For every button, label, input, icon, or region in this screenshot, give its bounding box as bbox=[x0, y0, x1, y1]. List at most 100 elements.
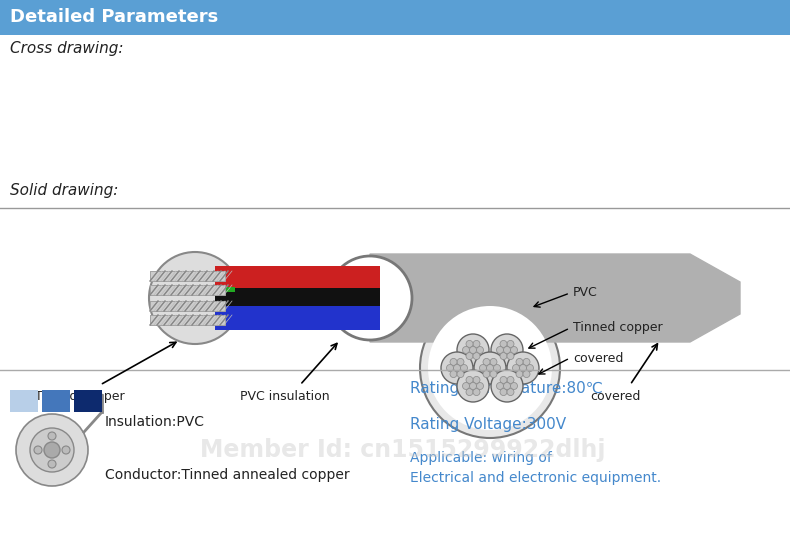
Circle shape bbox=[480, 364, 487, 371]
FancyBboxPatch shape bbox=[215, 306, 380, 330]
Circle shape bbox=[420, 298, 560, 438]
Circle shape bbox=[466, 389, 473, 395]
Circle shape bbox=[457, 370, 489, 402]
Circle shape bbox=[48, 460, 56, 468]
Circle shape bbox=[490, 370, 497, 377]
FancyBboxPatch shape bbox=[150, 301, 225, 311]
Circle shape bbox=[523, 370, 530, 377]
Text: Insulation:PVC: Insulation:PVC bbox=[105, 415, 205, 429]
Circle shape bbox=[469, 382, 476, 389]
FancyBboxPatch shape bbox=[10, 390, 38, 412]
Circle shape bbox=[44, 442, 60, 458]
Circle shape bbox=[441, 352, 473, 384]
Circle shape bbox=[16, 414, 88, 486]
Circle shape bbox=[473, 389, 480, 395]
Circle shape bbox=[520, 364, 526, 371]
Circle shape bbox=[34, 446, 42, 454]
Circle shape bbox=[516, 370, 523, 377]
Text: Tinned copper: Tinned copper bbox=[573, 321, 663, 334]
Text: PVC: PVC bbox=[573, 287, 598, 300]
Circle shape bbox=[462, 346, 469, 353]
Polygon shape bbox=[370, 254, 740, 342]
Circle shape bbox=[473, 376, 480, 383]
Text: PVC insulation: PVC insulation bbox=[240, 390, 329, 403]
Circle shape bbox=[453, 364, 461, 371]
FancyBboxPatch shape bbox=[150, 271, 225, 281]
Text: Electrical and electronic equipment.: Electrical and electronic equipment. bbox=[410, 471, 661, 485]
Circle shape bbox=[466, 340, 473, 348]
FancyBboxPatch shape bbox=[0, 0, 790, 35]
Text: Rating Temperature:80℃: Rating Temperature:80℃ bbox=[410, 381, 603, 395]
Circle shape bbox=[503, 382, 510, 389]
FancyBboxPatch shape bbox=[215, 266, 380, 290]
Text: covered: covered bbox=[573, 351, 623, 364]
Circle shape bbox=[523, 358, 530, 365]
FancyBboxPatch shape bbox=[150, 301, 225, 311]
Circle shape bbox=[450, 358, 457, 365]
Circle shape bbox=[500, 352, 507, 359]
Text: Detailed Parameters: Detailed Parameters bbox=[10, 9, 218, 27]
Circle shape bbox=[507, 376, 514, 383]
Text: Conductor:Tinned annealed copper: Conductor:Tinned annealed copper bbox=[105, 468, 350, 482]
Circle shape bbox=[510, 382, 517, 389]
Text: Tinned copper: Tinned copper bbox=[35, 390, 125, 403]
Text: Applicable: wiring of: Applicable: wiring of bbox=[410, 451, 552, 465]
Circle shape bbox=[500, 376, 507, 383]
Circle shape bbox=[507, 389, 514, 395]
FancyBboxPatch shape bbox=[215, 287, 235, 292]
Circle shape bbox=[473, 352, 480, 359]
Circle shape bbox=[510, 346, 517, 353]
Circle shape bbox=[476, 346, 483, 353]
Circle shape bbox=[513, 364, 520, 371]
Circle shape bbox=[494, 364, 501, 371]
Circle shape bbox=[500, 340, 507, 348]
Circle shape bbox=[473, 340, 480, 348]
Circle shape bbox=[507, 352, 539, 384]
Circle shape bbox=[457, 334, 489, 366]
FancyBboxPatch shape bbox=[42, 390, 70, 412]
Circle shape bbox=[469, 346, 476, 353]
Text: Rating Voltage:300V: Rating Voltage:300V bbox=[410, 418, 566, 433]
Circle shape bbox=[446, 364, 453, 371]
Text: Member Id: cn1515299922dlhj: Member Id: cn1515299922dlhj bbox=[200, 438, 605, 462]
Circle shape bbox=[149, 252, 241, 344]
Circle shape bbox=[507, 352, 514, 359]
Circle shape bbox=[496, 346, 503, 353]
Text: covered: covered bbox=[590, 390, 641, 403]
FancyBboxPatch shape bbox=[150, 315, 225, 325]
Circle shape bbox=[526, 364, 533, 371]
Circle shape bbox=[503, 346, 510, 353]
Circle shape bbox=[428, 306, 552, 430]
Text: Cross drawing:: Cross drawing: bbox=[10, 41, 123, 55]
Circle shape bbox=[491, 370, 523, 402]
FancyBboxPatch shape bbox=[0, 35, 790, 543]
Circle shape bbox=[474, 352, 506, 384]
Circle shape bbox=[490, 358, 497, 365]
Circle shape bbox=[491, 334, 523, 366]
Circle shape bbox=[457, 358, 464, 365]
Circle shape bbox=[500, 389, 507, 395]
Circle shape bbox=[476, 382, 483, 389]
Circle shape bbox=[487, 364, 494, 371]
Circle shape bbox=[328, 256, 412, 340]
Circle shape bbox=[457, 370, 464, 377]
Circle shape bbox=[461, 364, 468, 371]
FancyBboxPatch shape bbox=[150, 285, 225, 295]
Circle shape bbox=[466, 376, 473, 383]
FancyBboxPatch shape bbox=[150, 271, 225, 281]
Circle shape bbox=[450, 370, 457, 377]
Circle shape bbox=[48, 432, 56, 440]
Circle shape bbox=[483, 370, 490, 377]
FancyBboxPatch shape bbox=[150, 285, 225, 295]
Circle shape bbox=[62, 446, 70, 454]
Circle shape bbox=[466, 352, 473, 359]
FancyBboxPatch shape bbox=[74, 390, 102, 412]
Circle shape bbox=[496, 382, 503, 389]
Circle shape bbox=[462, 382, 469, 389]
Circle shape bbox=[516, 358, 523, 365]
Text: Solid drawing:: Solid drawing: bbox=[10, 182, 118, 198]
Circle shape bbox=[30, 428, 74, 472]
Circle shape bbox=[483, 358, 490, 365]
FancyBboxPatch shape bbox=[150, 315, 225, 325]
FancyBboxPatch shape bbox=[215, 288, 380, 306]
